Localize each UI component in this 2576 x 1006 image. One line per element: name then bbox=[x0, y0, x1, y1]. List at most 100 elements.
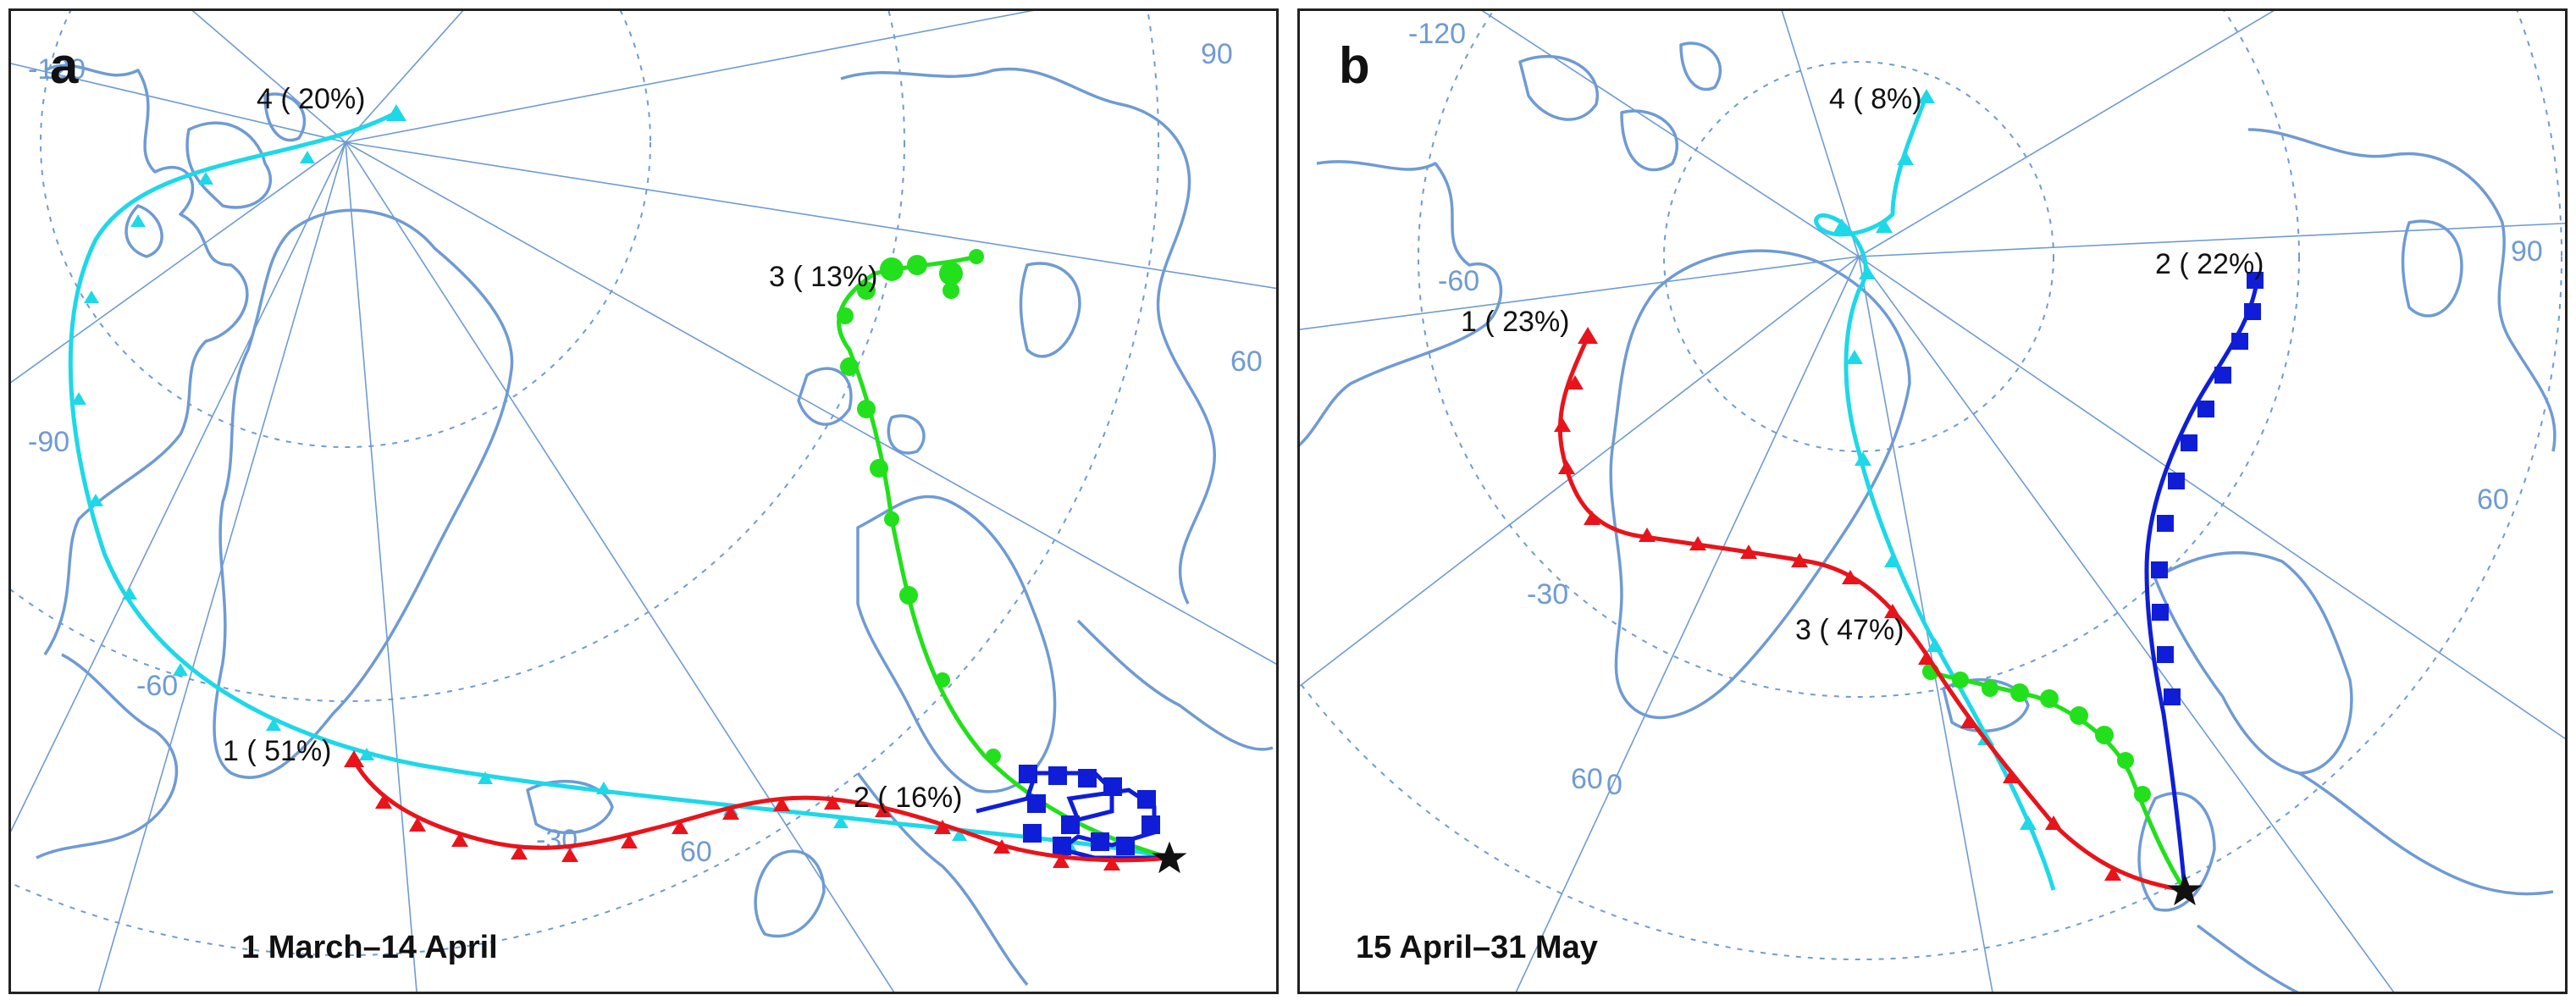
canada-arctic-coast bbox=[43, 64, 249, 655]
trajectory-cluster-2 bbox=[976, 765, 1169, 860]
siberia-coast bbox=[840, 67, 1217, 605]
map-panel-b: -120 -60 -30 60 0 90 60 bbox=[1297, 8, 2568, 994]
coastlines-b bbox=[1300, 41, 2557, 992]
lon-labels-a: -120 -90 -60 -30 60 90 60 bbox=[28, 38, 1263, 868]
circle-marker bbox=[2134, 786, 2151, 803]
trajectory-cluster-3 bbox=[837, 249, 1170, 860]
trajectory-markers bbox=[1554, 327, 2121, 881]
novaya-zemlya bbox=[2401, 219, 2463, 318]
circle-marker bbox=[870, 459, 888, 478]
cluster-label: 3 ( 13%) bbox=[769, 261, 878, 293]
trajectory-markers bbox=[837, 249, 1001, 764]
siberia-coast bbox=[2247, 128, 2557, 452]
meridian bbox=[97, 141, 346, 992]
lat-circle bbox=[11, 11, 905, 702]
meridian bbox=[1858, 11, 2275, 257]
lon-label: 90 bbox=[2511, 235, 2543, 268]
square-marker bbox=[1142, 815, 1160, 834]
novaya-zemlya bbox=[1019, 262, 1081, 358]
map-canvas-a: -120 -90 -60 -30 60 90 60 bbox=[11, 11, 1276, 992]
triangle-marker bbox=[1554, 327, 2121, 881]
lon-label: -60 bbox=[1438, 265, 1479, 297]
square-marker bbox=[2231, 333, 2248, 350]
lon-label: 60 bbox=[1571, 763, 1603, 795]
meridian bbox=[1300, 256, 1860, 687]
circle-marker bbox=[2070, 706, 2088, 725]
europe-coast bbox=[2196, 771, 2554, 992]
cluster-label: 2 ( 16%) bbox=[854, 782, 963, 814]
trajectory-cluster-1 bbox=[344, 750, 1170, 871]
trajectory-markers bbox=[1922, 663, 2151, 803]
meridian bbox=[345, 141, 895, 992]
meridians-b bbox=[1300, 11, 2565, 992]
square-marker bbox=[2151, 561, 2168, 578]
square-marker bbox=[1027, 794, 1046, 813]
meridian bbox=[1858, 222, 2565, 257]
lat-circle bbox=[11, 11, 1159, 956]
meridians-a bbox=[11, 11, 1276, 992]
circle-marker bbox=[1952, 672, 1969, 688]
circle-marker bbox=[880, 257, 904, 281]
triangle-marker bbox=[344, 750, 1120, 871]
trajectory-cluster-3 bbox=[1922, 663, 2187, 892]
lon-label: 60 bbox=[2477, 484, 2509, 516]
cluster-label: 4 ( 20%) bbox=[257, 83, 366, 115]
map-panel-a: -120 -90 -60 -30 60 90 60 bbox=[8, 8, 1279, 994]
square-marker bbox=[2181, 434, 2197, 451]
cluster-labels-a: 4 ( 20%) 3 ( 13%) 1 ( 51%) 2 ( 16%) bbox=[223, 83, 963, 814]
lon-labels-b: -120 -60 -30 60 0 90 60 bbox=[1408, 18, 2543, 801]
meridian bbox=[345, 141, 1276, 665]
circle-marker bbox=[935, 672, 950, 688]
square-marker bbox=[2157, 515, 2174, 532]
circle-marker bbox=[2095, 726, 2114, 744]
arctic-islands bbox=[1518, 41, 1722, 172]
circle-marker bbox=[884, 511, 899, 527]
trajectory-path bbox=[2144, 281, 2259, 891]
circle-marker bbox=[857, 281, 876, 300]
square-marker bbox=[2244, 303, 2261, 320]
meridian bbox=[11, 141, 346, 384]
square-marker bbox=[2164, 688, 2181, 705]
meridian bbox=[191, 11, 346, 143]
meridian bbox=[1481, 11, 1860, 257]
receptor-star-icon bbox=[1152, 841, 1187, 874]
trajectory-cluster-1 bbox=[1554, 327, 2186, 893]
square-marker bbox=[2157, 646, 2174, 663]
square-marker bbox=[1048, 766, 1067, 785]
graticule-b bbox=[1300, 11, 2562, 960]
svalbard-coast bbox=[797, 367, 926, 455]
circle-marker bbox=[969, 249, 984, 264]
meridian bbox=[1300, 256, 1860, 330]
lon-label: -120 bbox=[1408, 18, 1466, 50]
square-marker bbox=[1061, 815, 1080, 834]
trajectory-cluster-4 bbox=[68, 104, 1170, 860]
trajectory-markers bbox=[1019, 765, 1160, 855]
square-marker bbox=[2247, 272, 2264, 289]
lon-label: -60 bbox=[136, 670, 178, 702]
canada-arctic-coast bbox=[1300, 160, 1503, 447]
lat-circle bbox=[1663, 61, 2054, 452]
uk-coast bbox=[754, 849, 826, 938]
circle-marker bbox=[837, 307, 854, 324]
meridian bbox=[1858, 256, 2565, 740]
circle-marker bbox=[986, 749, 1001, 764]
arctic-islands bbox=[124, 92, 307, 258]
square-marker bbox=[1023, 824, 1042, 843]
scandinavia-coast bbox=[856, 495, 1057, 793]
lon-label: -30 bbox=[1527, 578, 1568, 611]
lon-label: 0 bbox=[1606, 769, 1622, 801]
square-marker bbox=[1078, 769, 1097, 788]
square-marker bbox=[2214, 367, 2231, 384]
meridian bbox=[345, 141, 417, 992]
trajectory-cluster-4 bbox=[1814, 89, 2056, 891]
cluster-label: 3 ( 47%) bbox=[1795, 614, 1904, 646]
meridian bbox=[1858, 256, 2395, 992]
coastlines-a bbox=[36, 64, 1274, 987]
circle-marker bbox=[2117, 752, 2134, 769]
map-canvas-b: -120 -60 -30 60 0 90 60 bbox=[1300, 11, 2565, 992]
greenland-coast bbox=[213, 208, 514, 779]
lat-circle bbox=[1418, 11, 2300, 698]
square-marker bbox=[1103, 777, 1122, 796]
meridian bbox=[11, 63, 346, 143]
lon-label: -90 bbox=[28, 426, 69, 458]
